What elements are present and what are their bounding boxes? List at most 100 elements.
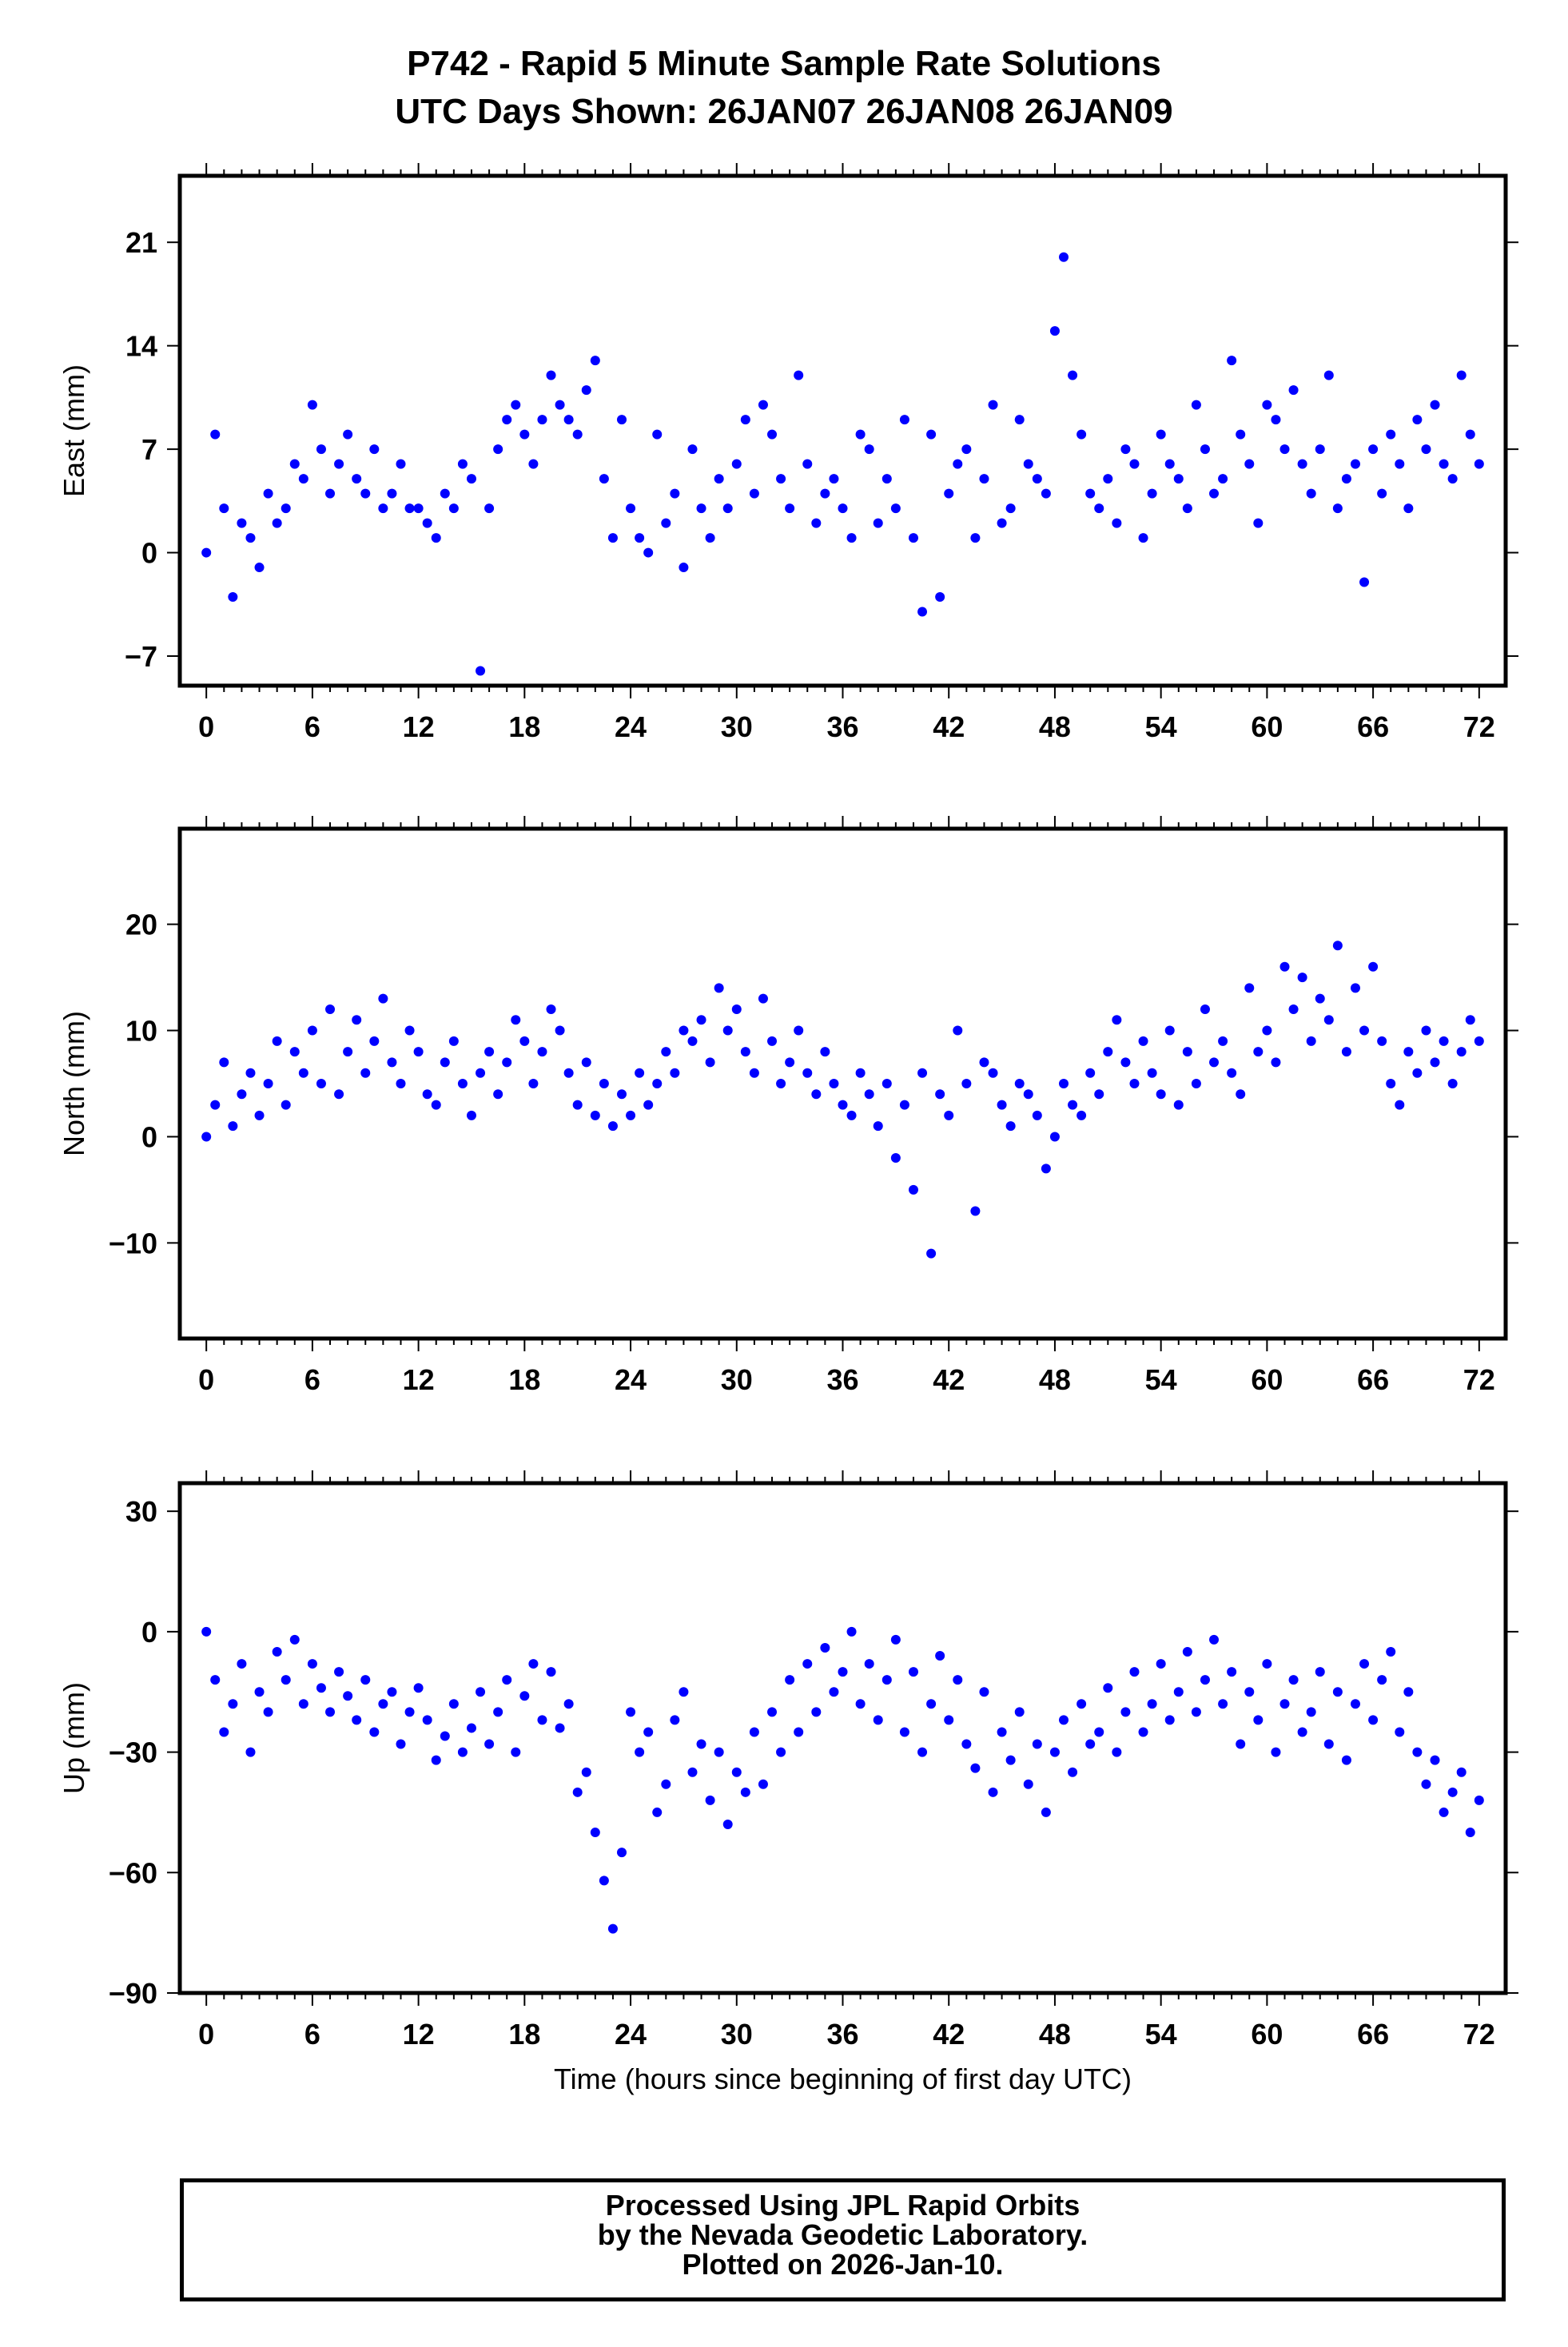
north-data-point [626, 1110, 636, 1120]
east-data-point [1023, 459, 1033, 469]
up-data-point [1297, 1727, 1307, 1737]
up-data-point [245, 1747, 256, 1757]
north-data-point [758, 993, 768, 1004]
north-data-point [431, 1100, 441, 1110]
footer-line-1: Processed Using JPL Rapid Orbits [605, 2189, 1080, 2222]
north-data-point [1332, 941, 1343, 951]
north-data-point [1439, 1036, 1449, 1046]
up-data-point [343, 1691, 353, 1701]
east-data-point [1077, 429, 1087, 440]
east-data-point [1120, 444, 1131, 455]
north-data-point [519, 1036, 530, 1046]
north-data-point [413, 1047, 424, 1057]
up-data-point [502, 1675, 512, 1685]
up-panel: 0 6 12 18 24 30 36 42 48 54 60 66 72 −90 −60 −30 0 30 Up (… [58, 1470, 1518, 2095]
east-data-point [1218, 474, 1228, 484]
east-data-point [1403, 503, 1414, 514]
north-x-tick-label: 18 [508, 1363, 540, 1396]
up-data-point [316, 1683, 326, 1693]
up-data-point [635, 1747, 645, 1757]
north-data-point [643, 1100, 654, 1110]
east-data-point [1465, 429, 1475, 440]
up-data-point [1279, 1699, 1290, 1709]
east-data-point [599, 474, 609, 484]
east-data-point [935, 592, 945, 603]
east-data-point [210, 429, 221, 440]
up-data-point [767, 1707, 778, 1717]
north-data-point [1227, 1068, 1237, 1078]
east-data-point [519, 429, 530, 440]
north-data-point [1023, 1089, 1033, 1100]
east-data-point [670, 488, 680, 499]
north-data-point [343, 1047, 353, 1057]
up-data-point [899, 1727, 909, 1737]
up-data-point [1430, 1755, 1440, 1765]
east-data-point [555, 400, 565, 410]
up-data-point [846, 1626, 857, 1637]
up-y-axis-label: Up (mm) [58, 1682, 90, 1794]
up-data-point [546, 1667, 556, 1677]
north-data-point [1253, 1047, 1264, 1057]
east-data-point [776, 474, 786, 484]
north-data-point [201, 1132, 212, 1142]
east-data-point [1323, 370, 1334, 380]
east-data-point [917, 607, 928, 617]
north-data-point [448, 1036, 459, 1046]
up-data-point [254, 1687, 265, 1697]
north-data-point [635, 1068, 645, 1078]
north-data-point [528, 1079, 539, 1088]
up-data-point [1332, 1687, 1343, 1697]
east-y-tick-label: 0 [141, 537, 157, 570]
east-data-point [679, 563, 689, 573]
up-data-point [1103, 1683, 1113, 1693]
east-data-point [1227, 356, 1237, 366]
east-data-point [1421, 444, 1431, 455]
up-data-point [590, 1828, 600, 1838]
up-data-point [1359, 1659, 1370, 1669]
up-data-point [864, 1659, 874, 1669]
up-data-point [528, 1659, 539, 1669]
north-data-point [254, 1110, 265, 1120]
north-data-point [1403, 1047, 1414, 1057]
up-data-point [537, 1715, 547, 1725]
north-data-point [476, 1068, 486, 1078]
north-data-point [316, 1079, 326, 1088]
up-data-point [740, 1787, 750, 1797]
east-data-point [908, 533, 918, 543]
chart-title: P742 - Rapid 5 Minute Sample Rate Soluti… [0, 40, 1568, 136]
north-data-point [1077, 1110, 1087, 1120]
north-data-point [396, 1079, 406, 1088]
north-data-point [289, 1047, 300, 1057]
east-data-point [1279, 444, 1290, 455]
up-data-point [1218, 1699, 1228, 1709]
east-data-point [1005, 503, 1016, 514]
north-data-point [882, 1079, 892, 1088]
up-data-point [731, 1767, 742, 1777]
east-data-point [1341, 474, 1351, 484]
north-data-point [563, 1068, 574, 1078]
up-x-tick-label: 42 [933, 2018, 965, 2051]
up-data-point [440, 1731, 450, 1741]
east-data-point [502, 415, 512, 425]
north-x-tick-label: 48 [1039, 1363, 1071, 1396]
east-data-point [1085, 488, 1096, 499]
east-data-point [961, 444, 972, 455]
up-data-point [1386, 1646, 1396, 1657]
up-data-point [519, 1691, 530, 1701]
north-data-point [785, 1057, 795, 1068]
north-data-point [1209, 1057, 1220, 1068]
north-data-point [979, 1057, 989, 1068]
up-data-point [1147, 1699, 1157, 1709]
east-x-tick-label: 6 [304, 710, 320, 743]
up-data-point [935, 1651, 945, 1661]
up-data-point [1227, 1667, 1237, 1677]
north-data-point [944, 1110, 954, 1120]
east-y-tick-label: 14 [125, 330, 157, 363]
up-data-point [838, 1667, 848, 1677]
up-data-point [953, 1675, 963, 1685]
east-data-point [1350, 459, 1360, 469]
up-data-point [219, 1727, 229, 1737]
east-data-point [722, 503, 733, 514]
north-data-point [661, 1047, 671, 1057]
